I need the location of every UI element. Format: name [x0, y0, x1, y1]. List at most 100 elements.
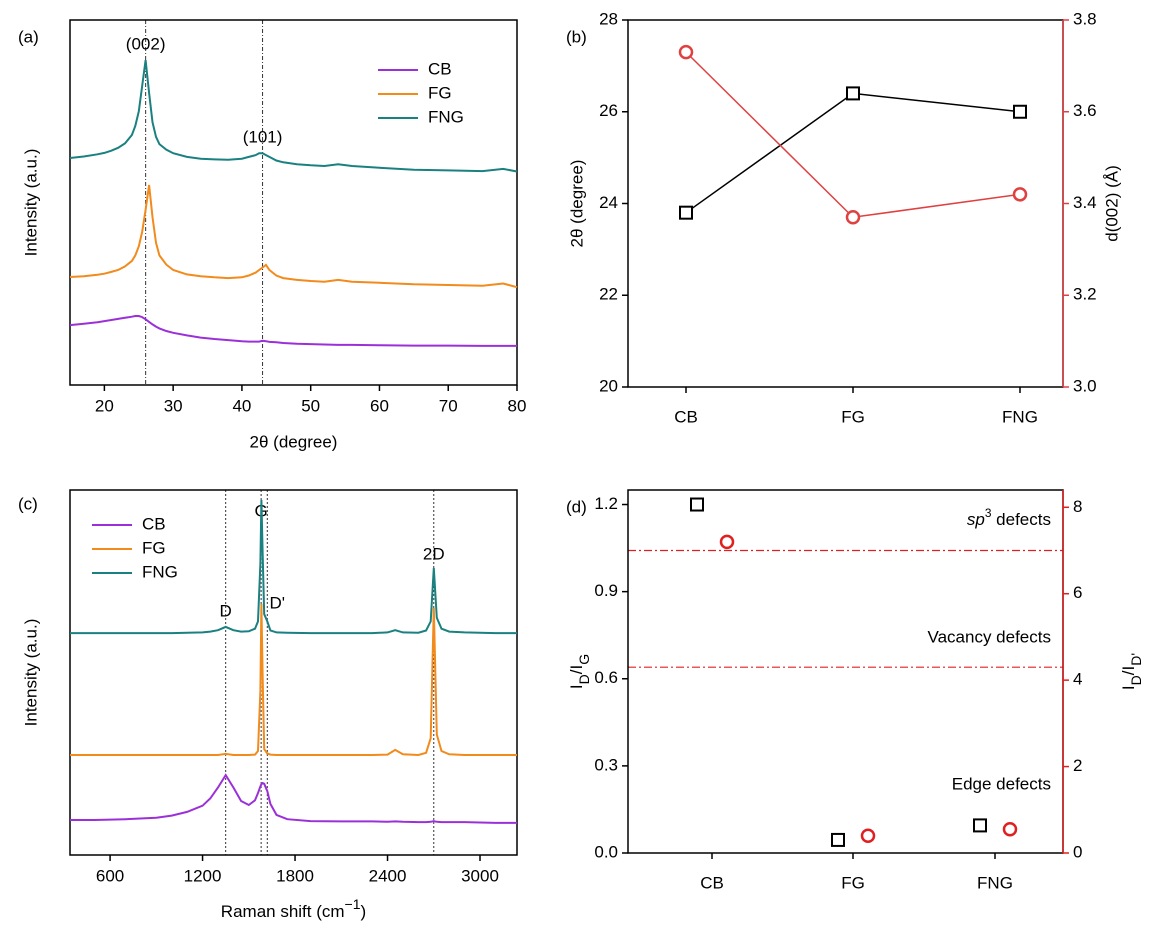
peak-label: (002): [126, 34, 166, 53]
legend-label: FNG: [428, 107, 464, 126]
y2-tick-label: 3.6: [1073, 101, 1097, 120]
legend-label: CB: [142, 514, 166, 533]
y-tick-label: 0.9: [594, 581, 618, 600]
x-axis-title-part: Raman shift (cm: [221, 902, 345, 921]
y-axis-title: Intensity (a.u.): [21, 619, 40, 727]
panel-label: (c): [18, 494, 38, 513]
x-axis-title-part: −1: [345, 896, 361, 912]
spectrum-line: [69, 315, 517, 347]
y2-tick-label: 3.0: [1073, 376, 1097, 395]
y2-axis-title-part: D: [1128, 675, 1144, 685]
panel-label: (b): [566, 27, 587, 46]
x-tick-label: 50: [301, 396, 320, 415]
y2-tick-label: 3.8: [1073, 9, 1097, 28]
spectrum-line: [70, 603, 517, 757]
plot-frame: [69, 19, 518, 386]
y-axis-title: Intensity (a.u.): [21, 149, 40, 257]
square-marker: [831, 832, 845, 847]
x-tick-label: 30: [164, 396, 183, 415]
y-tick-label: 0.6: [594, 668, 618, 687]
x-tick-label: 2400: [369, 866, 407, 885]
series-line: [685, 92, 1021, 214]
y2-axis-title: d(002) (Å): [1102, 165, 1121, 242]
y-tick-label: 26: [599, 101, 618, 120]
y2-tick-label: 6: [1073, 583, 1082, 602]
peak-label: (101): [243, 127, 283, 146]
x-tick-label: 80: [508, 396, 527, 415]
panel-label: (a): [18, 27, 39, 46]
series-line: [685, 51, 1021, 219]
legend-label: FG: [428, 83, 452, 102]
spectrum-line: [70, 499, 517, 635]
y2-tick-label: 2: [1073, 756, 1082, 775]
y-tick-label: 28: [599, 9, 618, 28]
y-tick-label: 0.3: [594, 755, 618, 774]
category-label: FNG: [977, 873, 1013, 892]
x-axis-title: 2θ (degree): [250, 432, 338, 451]
legend-label: CB: [428, 59, 452, 78]
panel-label: (d): [566, 497, 587, 516]
plot-frame: [69, 489, 518, 856]
square-marker: [690, 497, 704, 512]
circle-marker: [1002, 821, 1018, 837]
x-tick-label: 1200: [184, 866, 222, 885]
y2-tick-label: 8: [1073, 497, 1082, 516]
x-axis-title-part: ): [361, 902, 367, 921]
y-tick-label: 0.0: [594, 842, 618, 861]
annotation: sp3 defects: [967, 506, 1051, 529]
x-tick-label: 20: [95, 396, 114, 415]
y-tick-label: 22: [599, 285, 618, 304]
annotation-part: sp: [967, 510, 985, 529]
y-axis-title-part: D: [576, 674, 592, 684]
x-tick-label: 600: [96, 866, 124, 885]
annotation-part: 3: [985, 506, 992, 520]
y-tick-label: 20: [599, 376, 618, 395]
plot-frame: [627, 19, 1064, 388]
category-label: CB: [700, 873, 724, 892]
peak-label: 2D: [423, 544, 445, 563]
spectrum-line: [70, 773, 517, 824]
annotation: Vacancy defects: [928, 627, 1051, 646]
y-axis-title-part: I: [567, 684, 586, 689]
peak-label: D': [270, 593, 286, 612]
circle-marker: [845, 210, 861, 225]
category-label: FG: [841, 407, 865, 426]
circle-marker: [719, 534, 735, 550]
y-axis-title-part: G: [576, 654, 592, 665]
category-label: FNG: [1002, 407, 1038, 426]
y-axis-title: ID/IG: [567, 654, 591, 689]
y2-tick-label: 3.2: [1073, 285, 1097, 304]
circle-marker: [678, 44, 694, 60]
circle-marker: [860, 828, 876, 843]
y2-axis-title-part: D': [1128, 653, 1144, 666]
spectrum-line: [69, 59, 518, 173]
y-axis-title: 2θ (degree): [567, 160, 586, 248]
square-marker: [973, 818, 987, 833]
category-label: CB: [674, 407, 698, 426]
annotation-part: defects: [991, 510, 1051, 529]
square-marker: [679, 205, 693, 220]
y-tick-label: 1.2: [594, 494, 618, 513]
legend-label: FG: [142, 538, 166, 557]
circle-marker: [1012, 187, 1028, 202]
x-tick-label: 60: [370, 396, 389, 415]
spectrum-line: [69, 184, 518, 289]
y-axis-title-part: /I: [567, 665, 586, 674]
plot-frame: [627, 489, 1064, 854]
annotation: Edge defects: [952, 774, 1051, 793]
square-marker: [846, 86, 860, 101]
category-label: FG: [841, 873, 865, 892]
square-marker: [1013, 104, 1027, 119]
y2-tick-label: 4: [1073, 670, 1082, 689]
x-tick-label: 1800: [276, 866, 314, 885]
x-tick-label: 3000: [461, 866, 499, 885]
x-axis-title: Raman shift (cm−1): [221, 896, 366, 922]
y-tick-label: 24: [599, 193, 618, 212]
y2-tick-label: 0: [1073, 842, 1082, 861]
legend-label: FNG: [142, 562, 178, 581]
x-tick-label: 70: [439, 396, 458, 415]
y2-axis-title-part: /I: [1119, 666, 1138, 675]
y2-axis-title: ID/ID': [1119, 653, 1143, 690]
y2-tick-label: 3.4: [1073, 193, 1097, 212]
